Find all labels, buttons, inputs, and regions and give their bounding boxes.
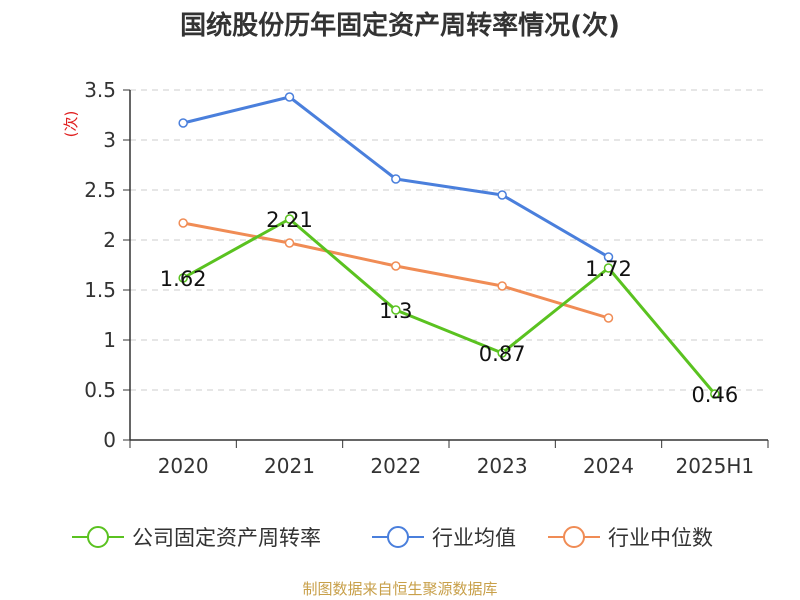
- legend-marker: [87, 526, 109, 548]
- data-point: [178, 273, 188, 283]
- data-label: 1.3: [379, 299, 412, 323]
- data-point: [497, 348, 507, 358]
- data-point: [603, 252, 614, 262]
- y-axis-label: (次): [62, 111, 80, 138]
- y-tick-label: 3.5: [84, 78, 116, 102]
- chart-title: 国统股份历年固定资产周转率情况(次): [180, 11, 620, 41]
- data-label: 0.46: [691, 383, 738, 407]
- legend-label: 行业中位数: [608, 526, 713, 550]
- x-tick-label: 2023: [477, 454, 528, 478]
- legend-marker: [387, 526, 409, 548]
- data-point: [391, 174, 401, 184]
- data-point: [497, 190, 507, 200]
- grid-lines: [130, 89, 768, 391]
- y-tick-label: 1: [103, 328, 116, 352]
- y-tick-label: 3: [103, 128, 116, 152]
- data-point: [391, 305, 401, 315]
- data-point: [603, 313, 614, 323]
- x-tick-label: 2021: [264, 454, 315, 478]
- x-tick-label: 2024: [583, 454, 634, 478]
- data-point: [178, 218, 188, 228]
- data-label: 2.21: [266, 208, 313, 232]
- data-point: [497, 281, 507, 291]
- data-labels: 1.62 2.21 1.3 0.87 1.72 0.46: [160, 208, 738, 407]
- x-tick-label: 2020: [158, 454, 209, 478]
- y-tick-label: 2.5: [84, 178, 116, 202]
- data-point: [178, 118, 188, 128]
- series-lines: [178, 92, 720, 399]
- data-point: [391, 261, 401, 271]
- data-point: [710, 389, 720, 399]
- data-point: [284, 92, 295, 102]
- axes: 0 0.5 1 1.5 2 2.5 3 3.5 2020 2021 2022 2023 2024 2025…: [62, 78, 769, 478]
- data-point: [603, 263, 614, 273]
- y-tick-label: 1.5: [84, 278, 116, 302]
- data-point: [284, 238, 295, 248]
- y-tick-label: 0.5: [84, 378, 116, 402]
- legend-marker: [563, 526, 585, 548]
- y-tick-label: 0: [103, 428, 116, 452]
- data-label: 1.62: [160, 267, 207, 291]
- y-tick-label: 2: [103, 228, 116, 252]
- legend-label: 行业均值: [432, 526, 516, 550]
- series-line: [182, 217, 716, 395]
- data-point: [284, 214, 295, 224]
- legend: 公司固定资产周转率 行业均值 行业中位数: [72, 526, 713, 550]
- x-tick-label: 2025H1: [675, 454, 754, 478]
- source-note: 制图数据来自恒生聚源数据库: [302, 580, 498, 598]
- x-tick-label: 2022: [370, 454, 421, 478]
- legend-label: 公司固定资产周转率: [132, 526, 321, 550]
- data-label: 0.87: [479, 342, 526, 366]
- data-label: 1.72: [585, 257, 632, 281]
